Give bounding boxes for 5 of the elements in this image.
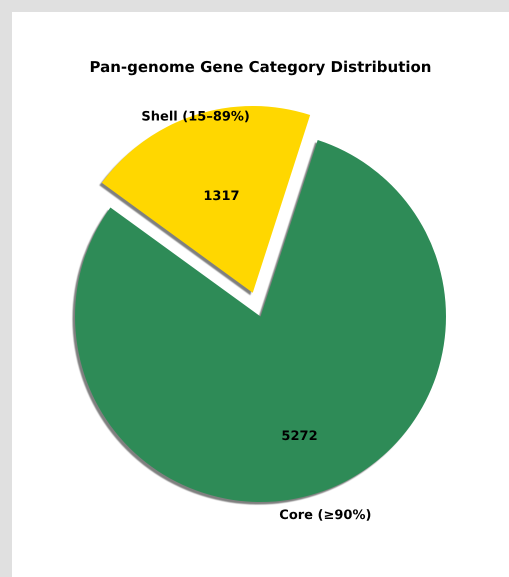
chart-title: Pan-genome Gene Category Distribution: [90, 58, 432, 76]
slice-label: Core (≥90%): [279, 508, 372, 524]
data-label: 1317: [203, 188, 240, 204]
data-label: 5272: [281, 428, 318, 444]
slice-label: Shell (15–89%): [141, 110, 250, 125]
